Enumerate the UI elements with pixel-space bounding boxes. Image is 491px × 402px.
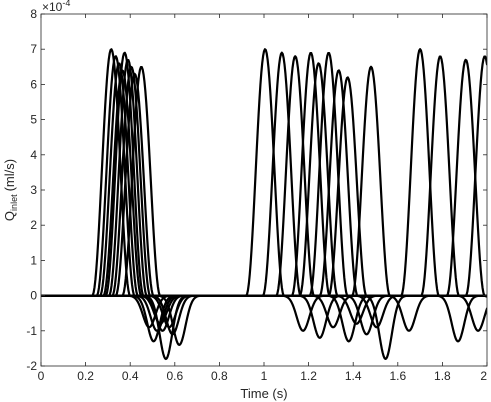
y-tick-label: -1 — [26, 324, 37, 338]
x-tick-label: 1.6 — [389, 369, 406, 383]
exponent-label: ×10-4 — [42, 0, 70, 14]
x-axis-label: Time (s) — [240, 386, 287, 401]
y-tick-label: 7 — [30, 42, 37, 56]
pulse-line — [41, 55, 487, 297]
x-tick-label: 0.6 — [166, 369, 183, 383]
y-axis-label: Qinlet(ml/s) — [2, 159, 19, 221]
x-tick-label: 0.4 — [122, 369, 139, 383]
y-tick-label: -2 — [26, 359, 37, 373]
x-tick-label: 0 — [38, 369, 45, 383]
x-tick-label: 1.2 — [300, 369, 317, 383]
y-tick-label: 1 — [30, 253, 37, 267]
y-tick-label: 0 — [30, 289, 37, 303]
y-tick-label: 4 — [30, 148, 37, 162]
x-tick-label: 1.4 — [345, 369, 362, 383]
x-tick-label: 1 — [261, 369, 268, 383]
x-tick-label: 0.2 — [77, 369, 94, 383]
x-tick-label: 1.8 — [434, 369, 451, 383]
y-tick-label: 3 — [30, 183, 37, 197]
y-tick-label: 6 — [30, 77, 37, 91]
series-layer — [41, 48, 487, 361]
ticks-layer: 0 0.2 0.4 0.6 0.8 1 1.2 1.4 1.6 1.8 2 -2 -1 0 1 2 3 4 5 6 7 8 — [26, 7, 488, 383]
x-tick-label: 2 — [480, 369, 487, 383]
x-tick-label: 0.8 — [211, 369, 228, 383]
y-tick-label: 8 — [30, 7, 37, 21]
y-tick-label: 5 — [30, 113, 37, 127]
y-tick-label: 2 — [30, 218, 37, 232]
